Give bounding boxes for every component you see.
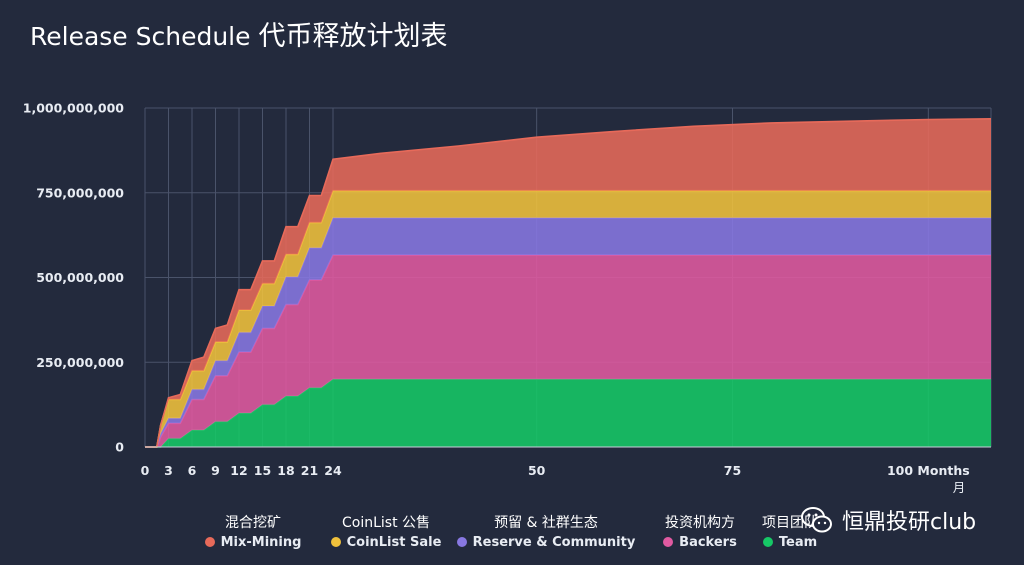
legend-dot	[456, 537, 467, 547]
x-tick-label: 21	[301, 463, 318, 478]
legend-item-mix-mining[interactable]: 混合挖矿 Mix-Mining	[198, 512, 308, 550]
x-tick-label: 6	[188, 463, 197, 478]
legend: 混合挖矿 Mix-Mining CoinList 公售 CoinList Sal…	[198, 512, 838, 558]
stacked-areas	[145, 118, 992, 448]
y-tick-label: 1,000,000,000	[23, 101, 125, 116]
y-tick-label: 500,000,000	[36, 270, 124, 285]
chart-title-zh: 代币释放计划表	[258, 21, 448, 52]
x-tick-label: 3	[164, 463, 173, 478]
watermark-text: 恒鼎投研club	[842, 510, 977, 535]
x-tick-label: 9	[211, 463, 220, 478]
wechat-icon	[801, 507, 832, 533]
legend-label-cn: 预留 & 社群生态	[494, 515, 598, 531]
legend-item-reserve-community[interactable]: 预留 & 社群生态 Reserve & Community	[456, 512, 636, 550]
axes: 0 250,000,000 500,000,000 750,000,000 1,000,…	[23, 101, 991, 495]
release-schedule-chart: 0 250,000,000 500,000,000 750,000,000 1,000,…	[23, 101, 992, 495]
x-tick-label: 0	[141, 463, 150, 478]
legend-label-cn: CoinList 公售	[341, 515, 431, 531]
x-tick-label: 24	[324, 463, 342, 478]
watermark: 恒鼎投研club	[800, 500, 976, 540]
x-tick-label: 75	[724, 463, 741, 478]
legend-dot	[204, 537, 215, 547]
legend-dot	[663, 537, 674, 547]
chart-title-en: Release Schedule	[30, 22, 251, 51]
legend-item-backers[interactable]: 投资机构方 Backers	[650, 512, 750, 550]
legend-dot	[762, 537, 773, 547]
legend-label-en: Team	[778, 535, 818, 550]
area-team[interactable]	[145, 379, 991, 447]
line-mix-mining	[145, 118, 992, 448]
x-tick-label: 50	[528, 463, 546, 478]
x-tick-label: 15	[254, 463, 271, 478]
legend-label-en: Backers	[679, 535, 737, 550]
legend-label-en: CoinList Sale	[346, 535, 442, 550]
area-mix-mining[interactable]	[145, 118, 991, 448]
x-tick-label: 12	[230, 463, 247, 478]
area-backers[interactable]	[145, 255, 991, 447]
legend-item-team[interactable]: 项目团队 Team	[750, 512, 830, 550]
legend-item-coinlist-sale[interactable]: CoinList 公售 CoinList Sale	[326, 512, 446, 550]
y-tick-label: 750,000,000	[36, 185, 124, 200]
legend-label-cn: 投资机构方	[665, 515, 735, 531]
y-tick-label: 0	[115, 440, 124, 455]
area-coinlist-sale[interactable]	[145, 190, 991, 447]
legend-label-cn: 项目团队	[762, 515, 818, 531]
legend-label-en: Mix-Mining	[220, 535, 302, 550]
x-unit-label: 月	[953, 480, 966, 495]
area-reserve-community[interactable]	[145, 217, 991, 447]
legend-label-cn: 混合挖矿	[225, 515, 281, 531]
x-tick-label: 18	[277, 463, 294, 478]
chart-title: Release Schedule 代币释放计划表	[30, 14, 448, 53]
y-tick-label: 250,000,000	[36, 355, 124, 370]
x-tick-label: 100 Months	[887, 463, 970, 478]
legend-dot	[330, 537, 341, 547]
legend-label-en: Reserve & Community	[472, 535, 636, 550]
